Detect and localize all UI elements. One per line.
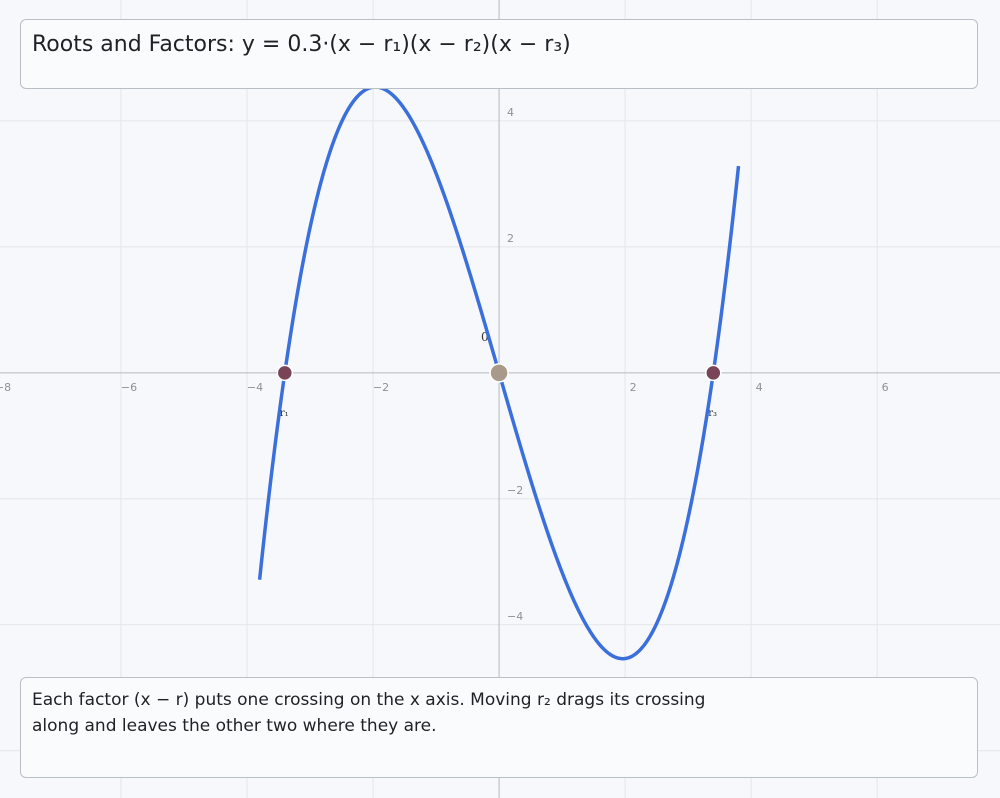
title: Roots and Factors: y = 0.3·(x − r₁)(x − … [32,32,571,57]
y-tick-label: −4 [507,610,523,623]
x-tick-label: 4 [756,381,763,394]
title-panel: Roots and Factors: y = 0.3·(x − r₁)(x − … [20,19,978,89]
x-tick-label: −8 [0,381,11,394]
x-tick-label: −4 [247,381,263,394]
y-tick-label: 4 [507,106,514,119]
x-tick-label: 2 [630,381,637,394]
root-label: r₃ [708,408,717,419]
root-point[interactable] [489,363,509,383]
root-point[interactable] [276,364,294,382]
y-tick-label: −2 [507,484,523,497]
root-label: r₁ [280,408,289,419]
x-tick-label: −2 [373,381,389,394]
y-tick-label: 2 [507,232,514,245]
x-tick-label: 6 [882,381,889,394]
root-point[interactable] [705,364,722,382]
origin-label: 0 [481,330,489,344]
x-tick-label: −6 [121,381,137,394]
note-panel: Each factor (x − r) puts one crossing on… [20,677,978,778]
note: Each factor (x − r) puts one crossing on… [32,690,706,736]
